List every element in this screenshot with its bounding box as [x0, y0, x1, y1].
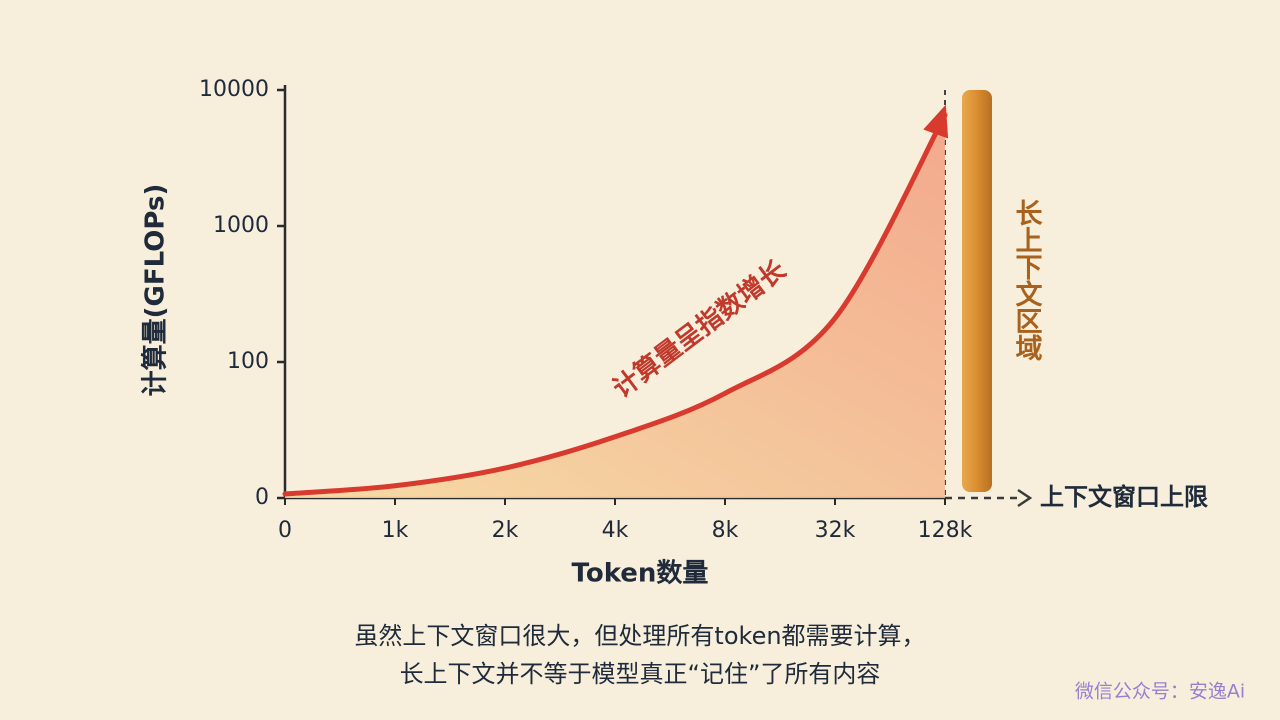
x-axis-label: Token数量: [572, 559, 709, 589]
y-tick-label: 100: [227, 349, 269, 374]
x-tick-label: 0: [278, 518, 292, 543]
x-tick-label: 8k: [712, 518, 739, 543]
limit-arrowhead: [1017, 488, 1033, 508]
y-tick-label: 1000: [213, 213, 269, 238]
line: [282, 112, 948, 497]
area: [285, 115, 945, 498]
caption-line: 虽然上下文窗口很大，但处理所有token都需要计算，: [354, 622, 925, 650]
y-tick-label: 10000: [199, 77, 269, 102]
y-tick-label: 0: [255, 485, 269, 510]
y-axis-label: 计算量(GFLOPs): [140, 184, 171, 397]
limit-label: 上下文窗口上限: [1040, 483, 1208, 511]
caption-line: 长上下文并不等于模型真正“记住”了所有内容: [400, 660, 881, 688]
arrowhead: [923, 104, 949, 139]
x-tick-label: 128k: [918, 518, 973, 543]
region-label: 长上下文区域: [1011, 199, 1043, 361]
long-context-bar: [962, 90, 992, 492]
watermark: 微信公众号：安逸Ai: [1075, 681, 1245, 703]
x-tick-label: 2k: [492, 518, 519, 543]
x-tick-label: 32k: [815, 518, 856, 543]
x-tick-label: 1k: [382, 518, 409, 543]
x-tick-label: 4k: [602, 518, 629, 543]
